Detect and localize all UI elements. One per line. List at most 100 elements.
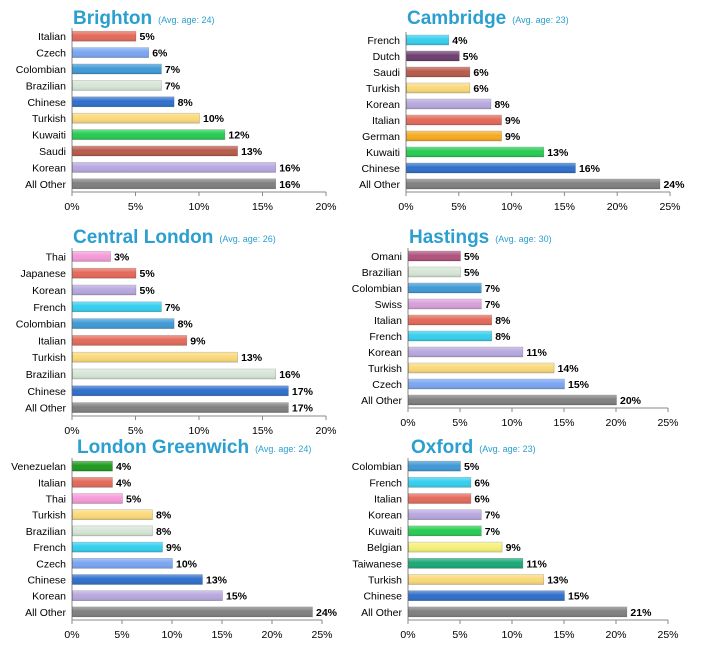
central-london-category-label: All Other — [25, 403, 66, 415]
oxford-value-label: 11% — [526, 558, 547, 570]
hastings-value-label: 5% — [464, 251, 480, 263]
cambridge-value-label: 6% — [473, 67, 489, 79]
hastings-category-label: Swiss — [375, 299, 402, 311]
oxford-bar-sheen — [408, 493, 471, 504]
hastings-value-label: 8% — [495, 331, 511, 343]
hastings-category-label: Turkish — [368, 363, 402, 375]
brighton-tick-label: 20% — [315, 201, 336, 213]
brighton-value-label: 16% — [279, 162, 301, 174]
oxford-value-label: 21% — [630, 607, 652, 619]
oxford-value-label: 13% — [547, 575, 569, 587]
central-london-value-label: 8% — [178, 319, 194, 331]
central-london-value-label: 16% — [279, 369, 301, 381]
cambridge-category-label: Turkish — [366, 83, 400, 95]
central-london-category-label: Italian — [38, 335, 66, 347]
central-london-value-label: 17% — [292, 386, 314, 398]
central-london-subtitle: (Avg. age: 26) — [219, 234, 275, 244]
cambridge-category-label: French — [367, 35, 400, 47]
cambridge-category-label: Saudi — [373, 67, 400, 79]
oxford-tick-label: 10% — [501, 629, 522, 641]
london-greenwich-category-label: Chinese — [27, 575, 66, 587]
central-london-category-label: Chinese — [27, 386, 66, 398]
brighton-bar-sheen — [72, 80, 162, 91]
oxford-tick-label: 15% — [553, 629, 574, 641]
cambridge-value-label: 8% — [494, 99, 510, 111]
brighton-category-label: Colombian — [16, 64, 66, 76]
central-london-tick-label: 20% — [315, 425, 336, 437]
brighton-value-label: 8% — [178, 97, 194, 109]
brighton-bar-sheen — [72, 162, 276, 173]
london-greenwich-value-label: 10% — [176, 558, 198, 570]
london-greenwich-panel: London Greenwich (Avg. age: 24) 0% 5% 10% 15%… — [11, 437, 338, 641]
cambridge-tick-label: 10% — [501, 201, 522, 213]
oxford-category-label: Belgian — [367, 542, 402, 554]
london-greenwich-value-label: 4% — [116, 477, 132, 489]
oxford-bar-sheen — [408, 477, 471, 488]
hastings-category-label: Italian — [374, 315, 402, 327]
brighton-tick-label: 10% — [188, 201, 209, 213]
london-greenwich-value-label: 9% — [166, 542, 182, 554]
hastings-value-label: 7% — [485, 283, 501, 295]
london-greenwich-value-label: 24% — [316, 607, 338, 619]
oxford-tick-label: 5% — [452, 629, 467, 641]
brighton-bar-sheen — [72, 31, 136, 42]
london-greenwich-category-label: Turkish — [32, 510, 66, 522]
oxford-category-label: Taiwanese — [352, 558, 402, 570]
hastings-bar-sheen — [408, 315, 492, 325]
oxford-value-label: 15% — [568, 591, 590, 603]
london-greenwich-category-label: All Other — [25, 607, 66, 619]
hastings-category-label: French — [369, 331, 402, 343]
cambridge-category-label: Korean — [366, 99, 400, 111]
hastings-value-label: 14% — [558, 363, 580, 375]
central-london-category-label: Colombian — [16, 319, 66, 331]
oxford-tick-label: 0% — [400, 629, 415, 641]
oxford-bar-sheen — [408, 525, 482, 536]
oxford-bar-sheen — [408, 590, 565, 601]
hastings-bar-sheen — [408, 331, 492, 341]
brighton-category-label: Chinese — [27, 97, 66, 109]
brighton-bar-sheen — [72, 64, 162, 74]
cambridge-category-label: German — [362, 131, 400, 143]
central-london-value-label: 5% — [140, 285, 156, 297]
london-greenwich-category-label: Brazilian — [26, 526, 66, 538]
london-greenwich-value-label: 5% — [126, 494, 142, 506]
london-greenwich-value-label: 4% — [116, 461, 132, 473]
cambridge-value-label: 6% — [473, 83, 489, 95]
london-greenwich-tick-label: 25% — [311, 629, 332, 641]
london-greenwich-category-label: Czech — [36, 558, 66, 570]
central-london-value-label: 9% — [190, 335, 206, 347]
cambridge-tick-label: 5% — [451, 201, 466, 213]
cambridge-bar-sheen — [406, 35, 449, 45]
london-greenwich-bar-sheen — [72, 461, 113, 472]
central-london-category-label: Thai — [46, 251, 66, 263]
oxford-bar-sheen — [408, 558, 523, 569]
cambridge-bar-sheen — [406, 115, 502, 125]
central-london-category-label: Turkish — [32, 352, 66, 364]
central-london-category-label: Korean — [32, 285, 66, 297]
brighton-category-label: Italian — [38, 31, 66, 43]
hastings-bar-sheen — [408, 347, 523, 357]
hastings-value-label: 8% — [495, 315, 511, 327]
brighton-tick-label: 5% — [128, 201, 143, 213]
brighton-value-label: 5% — [140, 31, 156, 43]
hastings-category-label: Colombian — [352, 283, 402, 295]
brighton-value-label: 10% — [203, 113, 225, 125]
central-london-value-label: 7% — [165, 302, 181, 314]
central-london-bar-sheen — [72, 268, 136, 279]
central-london-title: Central London — [73, 227, 213, 248]
brighton-value-label: 7% — [165, 64, 181, 76]
london-greenwich-bar-sheen — [72, 590, 223, 601]
central-london-bar-sheen — [72, 335, 187, 346]
central-london-bar-sheen — [72, 402, 289, 413]
brighton-subtitle: (Avg. age: 24) — [158, 15, 214, 25]
oxford-value-label: 7% — [485, 526, 501, 538]
hastings-tick-label: 20% — [605, 417, 626, 429]
oxford-value-label: 6% — [474, 477, 490, 489]
central-london-bar-sheen — [72, 369, 276, 379]
cambridge-bar-sheen — [406, 147, 544, 157]
hastings-category-label: Brazilian — [362, 267, 402, 279]
oxford-subtitle: (Avg. age: 23) — [479, 444, 535, 454]
london-greenwich-value-label: 8% — [156, 510, 172, 522]
hastings-value-label: 5% — [464, 267, 480, 279]
